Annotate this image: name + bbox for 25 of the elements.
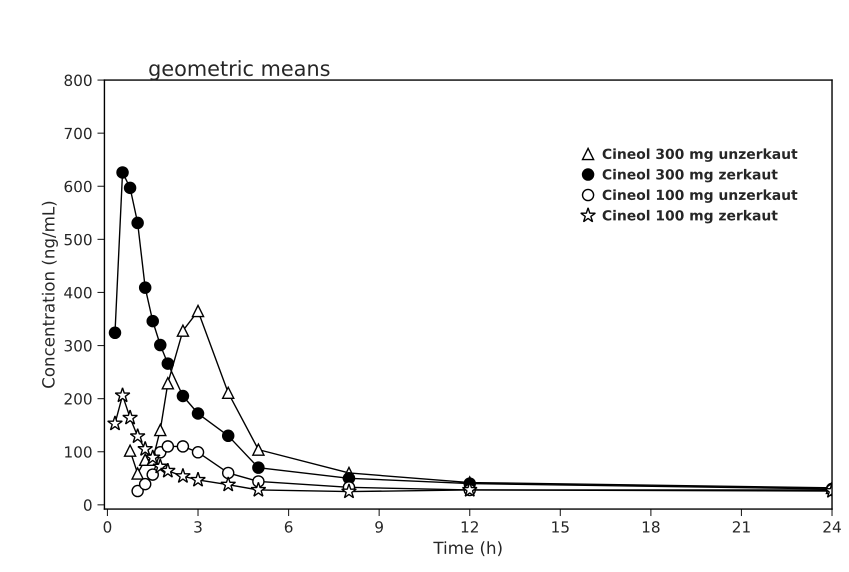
x-tick-label: 24 — [823, 521, 841, 532]
y-tick-label: 0 — [84, 499, 92, 511]
x-tick-label: 18 — [642, 521, 660, 533]
x-tick-label: 15 — [552, 521, 569, 533]
y-tick-label: 800 — [64, 74, 92, 86]
legend-label: Cineol 100 mg zerkaut — [602, 210, 778, 224]
legend-label: Cineol 100 mg unzerkaut — [602, 189, 798, 203]
x-tick-label: 3 — [194, 521, 202, 533]
y-tick-label: 500 — [64, 234, 92, 246]
legend-label: Cineol 300 mg zerkaut — [602, 168, 778, 182]
x-tick-label: 0 — [104, 521, 112, 533]
y-tick-label: 300 — [64, 340, 92, 352]
x-tick-label: 21 — [732, 521, 750, 532]
y-axis-title: Concentration (ng/mL) — [42, 202, 58, 388]
x-tick-label: 6 — [284, 521, 292, 533]
chart-title: geometric means — [149, 60, 330, 80]
x-tick-label: 12 — [462, 521, 478, 532]
y-tick-label: 200 — [64, 393, 92, 405]
x-axis-title: Time (h) — [433, 541, 502, 556]
y-tick-label: 700 — [64, 128, 92, 140]
legend-label: Cineol 300 mg unzerkaut — [602, 148, 798, 162]
y-tick-label: 600 — [64, 180, 92, 192]
y-tick-label: 400 — [64, 286, 92, 298]
y-tick-label: 100 — [65, 446, 92, 458]
x-tick-label: 9 — [375, 521, 383, 533]
